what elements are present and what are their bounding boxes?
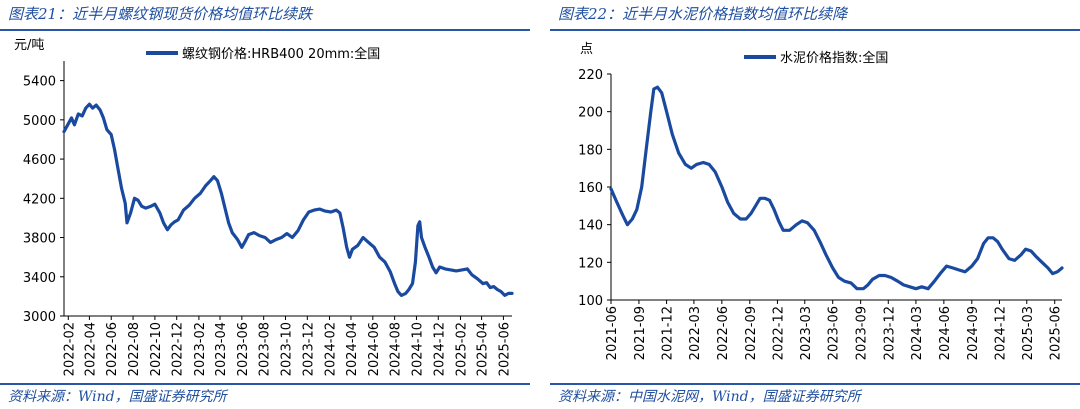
x-tick-label: 2023-10 [279,322,294,376]
y-tick-label: 5400 [23,75,56,90]
x-tick-label: 2024-03 [910,306,925,360]
x-tick-label: 2023-08 [258,322,273,376]
y-tick-label: 5000 [23,114,56,129]
y-tick-label: 200 [578,106,603,121]
x-tick-label: 2024-02 [324,322,339,376]
x-tick-label: 2023-06 [236,322,251,376]
y-tick-label: 4200 [23,192,56,207]
x-tick-label: 2021-09 [633,306,648,360]
panel-steel-chart: 图表21：近半月螺纹钢现货价格均值环比续跌 元/吨 3000 3400 3800 420… [0,0,530,409]
figure-title: 图表21：近半月螺纹钢现货价格均值环比续跌 [8,5,313,23]
x-tick-label: 2023-03 [799,306,814,360]
x-tick-label: 2023-12 [882,306,897,360]
x-tick-label: 2025-06 [497,322,512,376]
x-tick-label: 2025-06 [1049,306,1064,360]
y-tick-label: 3800 [23,232,56,247]
x-tick-label: 2024-04 [345,322,360,376]
y-tick-label: 220 [578,68,603,83]
x-tick-label: 2022-09 [744,306,759,360]
y-tick-label: 140 [578,219,603,234]
x-tick-label: 2024-06 [367,322,382,376]
steel-price-chart: 元/吨 3000 3400 3800 4200 4600 5000 5400 2022-02 20… [14,38,514,376]
x-tick-label: 2023-02 [193,322,208,376]
panel-cement-chart: 图表22：近半月水泥价格指数均值环比续降 点 100 120 140 160 180 200… [550,0,1080,409]
x-tick-label: 2023-09 [855,306,870,360]
x-tick-label: 2024-10 [410,322,425,376]
x-tick-label: 2022-03 [688,306,703,360]
x-tick-label: 2022-06 [716,306,731,360]
x-tick-label: 2022-02 [62,322,77,376]
x-tick-label: 2025-03 [1021,306,1036,360]
x-tick-label: 2021-06 [605,306,620,360]
x-tick-label: 2024-06 [938,306,953,360]
legend-label: 螺纹钢价格:HRB400 20mm:全国 [182,46,380,62]
series-line [609,85,1064,291]
source-rule [550,383,1080,385]
x-tick-label: 2022-10 [149,322,164,376]
y-tick-label: 3000 [23,310,56,325]
x-tick-label: 2021-12 [661,306,676,360]
y-tick-label: 3400 [23,271,56,286]
x-tick-label: 2023-04 [214,322,229,376]
x-tick-label: 2022-06 [105,322,120,376]
x-tick-label: 2025-02 [454,322,469,376]
x-tick-label: 2022-04 [83,322,98,376]
legend-label: 水泥价格指数:全国 [780,50,888,66]
y-tick-label: 100 [578,294,603,309]
x-tick-label: 2022-12 [171,322,186,376]
figure-title: 图表22：近半月水泥价格指数均值环比续降 [558,5,848,23]
y-tick-label: 4600 [23,153,56,168]
y-tick-label: 160 [578,181,603,196]
y-tick-label: 180 [578,143,603,158]
source-note: 资料来源：中国水泥网，Wind，国盛证券研究所 [558,389,861,405]
x-tick-label: 2022-08 [127,322,142,376]
series-line [62,102,514,297]
source-note: 资料来源：Wind，国盛证券研究所 [8,389,227,405]
x-tick-label: 2023-06 [827,306,842,360]
y-tick-label: 120 [578,256,603,271]
title-rule [550,29,1080,31]
title-rule [0,29,530,31]
x-tick-label: 2024-12 [432,322,447,376]
cement-index-chart: 点 100 120 140 160 180 200 220 2021-06 2021-09 2021… [578,42,1064,360]
source-rule [0,383,530,385]
y-axis-unit: 元/吨 [14,38,44,53]
x-tick-label: 2024-09 [966,306,981,360]
x-tick-label: 2022-12 [771,306,786,360]
x-tick-label: 2023-12 [301,322,316,376]
x-tick-label: 2025-04 [476,322,491,376]
x-tick-label: 2024-12 [993,306,1008,360]
x-tick-label: 2024-08 [389,322,404,376]
y-axis-unit: 点 [580,42,593,57]
